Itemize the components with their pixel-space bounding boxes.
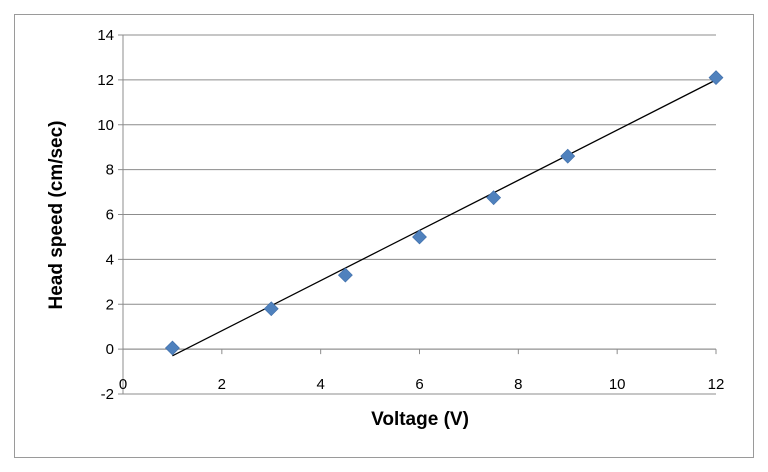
- x-tick-label: 8: [514, 376, 522, 393]
- x-tick-label: 12: [708, 376, 725, 393]
- gridlines: [123, 34, 716, 395]
- x-tick-label: 10: [609, 376, 626, 393]
- y-tick-label: 2: [106, 296, 114, 313]
- y-tick-label: -2: [101, 386, 114, 403]
- x-tick-label: 4: [316, 376, 324, 393]
- data-point: [164, 340, 180, 356]
- y-tick-label: 8: [106, 162, 114, 179]
- trendline-group: [172, 79, 717, 357]
- x-tick-label: 0: [119, 376, 127, 393]
- data-point: [412, 229, 427, 245]
- x-tick-label: 2: [218, 376, 226, 393]
- axes: [118, 34, 717, 395]
- y-tick-labels: -2 0 2 4 6 8 10 12 14: [97, 27, 114, 403]
- data-point: [263, 301, 279, 317]
- y-tick-label: 4: [106, 251, 114, 268]
- x-tick-labels: 0 2 4 6 8 10 12: [119, 376, 725, 393]
- y-tick-label: 0: [106, 341, 114, 358]
- data-point: [337, 267, 353, 283]
- trendline: [172, 79, 717, 357]
- y-tick-label: 6: [106, 207, 114, 224]
- data-points: [164, 70, 724, 356]
- y-tick-label: 10: [97, 117, 114, 134]
- data-point: [486, 190, 502, 206]
- y-tick-label: 12: [97, 72, 114, 89]
- x-axis-title: Voltage (V): [371, 409, 469, 430]
- chart-frame: [14, 14, 754, 458]
- x-tick-label: 6: [415, 376, 423, 393]
- y-axis-title: Head speed (cm/sec): [46, 120, 67, 309]
- data-point: [708, 70, 724, 86]
- data-point: [560, 148, 576, 164]
- y-tick-label: 14: [97, 27, 114, 44]
